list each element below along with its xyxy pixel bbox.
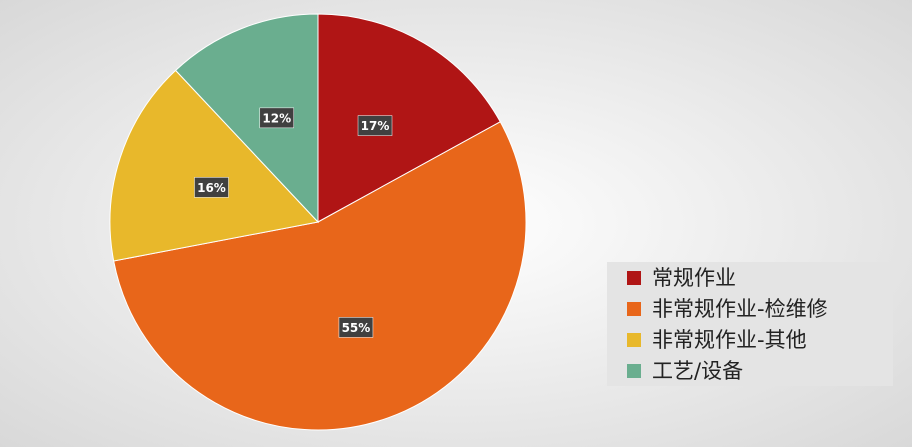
legend-label: 工艺/设备 [652, 359, 743, 383]
data-label-box [338, 317, 374, 338]
data-label: 55% [342, 321, 371, 335]
legend-swatch [627, 302, 641, 316]
data-label-box [357, 115, 393, 136]
pie-slice [109, 69, 319, 262]
pie-slice [174, 13, 319, 224]
data-label-box [194, 177, 229, 198]
legend-label: 非常规作业-检维修 [652, 297, 828, 321]
data-label-box [259, 107, 295, 129]
pie-slice [113, 121, 527, 431]
pie-slice [317, 13, 501, 223]
data-label: 16% [197, 181, 226, 195]
legend-swatch [627, 271, 641, 285]
legend-swatch [627, 364, 641, 378]
legend-swatch [627, 333, 641, 347]
legend-label: 非常规作业-其他 [652, 328, 807, 352]
data-label: 17% [361, 119, 390, 133]
legend-box [607, 262, 893, 386]
data-label: 12% [262, 111, 291, 125]
legend-label: 常规作业 [652, 266, 736, 290]
